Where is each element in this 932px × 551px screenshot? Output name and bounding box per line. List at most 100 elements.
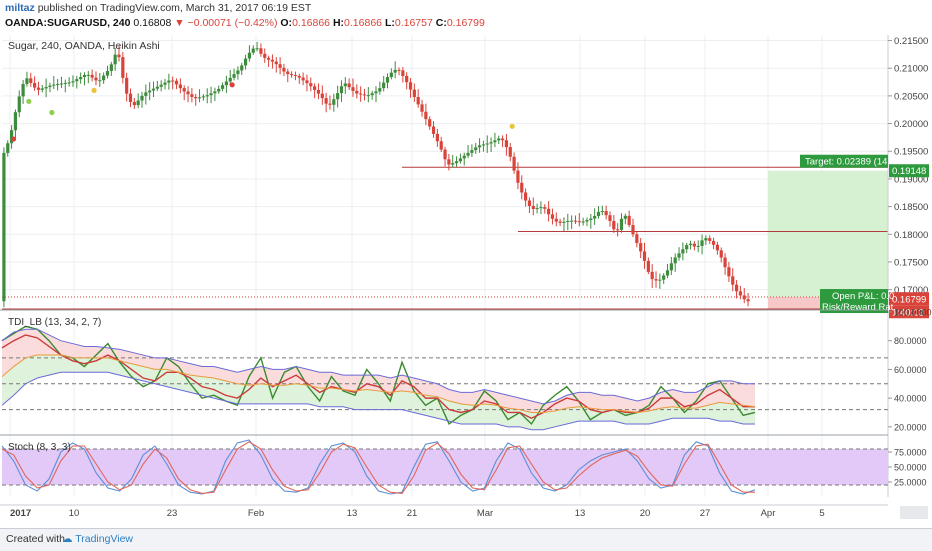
tradingview-logo[interactable]: ☁ TradingView — [62, 533, 134, 545]
candle-body — [470, 150, 474, 153]
candle-body — [646, 260, 650, 272]
candle-body — [570, 220, 574, 222]
candle-body — [305, 80, 309, 84]
open-pnl-label: Open P&L: 0.0 — [832, 291, 894, 302]
created-with-label: Created with — [6, 533, 65, 545]
candle-body — [240, 65, 244, 71]
signal-dot — [10, 136, 17, 142]
main-chart-title: Sugar, 240, OANDA, Heikin Ashi — [8, 40, 160, 52]
tdi-rsi-line — [1, 325, 756, 426]
candle-body — [731, 276, 735, 285]
candle-body — [623, 215, 627, 219]
candle-body — [332, 99, 336, 105]
price-tick-label: 0.21500 — [894, 36, 928, 47]
target-price-badge: 0.19148 — [892, 166, 926, 177]
candle-body — [366, 95, 370, 97]
candle-body — [13, 112, 18, 131]
candle-body — [347, 83, 351, 88]
stoch-title: Stoch (8, 3, 3) — [8, 442, 71, 453]
candle-body — [374, 91, 378, 94]
candle-body — [397, 69, 401, 71]
candle-body — [136, 100, 140, 106]
candle-body — [408, 82, 413, 90]
candle-body — [201, 96, 205, 98]
price-tick-label: 0.20000 — [894, 119, 928, 130]
chart-canvas[interactable]: Sugar, 240, OANDA, Heikin Ashi 0.21500 0.2… — [0, 31, 932, 526]
candle-body — [270, 59, 275, 62]
candle-body — [359, 93, 363, 95]
candle-body — [259, 48, 263, 54]
candle-body — [723, 257, 727, 268]
candle-body — [128, 93, 133, 102]
candle-body — [558, 221, 562, 223]
last-price: 0.16808 — [133, 17, 172, 29]
open-label: O: — [280, 17, 293, 29]
pnl-label-bg — [820, 289, 888, 314]
tdi-tick-label: 40.0000 — [894, 394, 927, 404]
candle-body — [351, 87, 355, 91]
tdi-upper-band — [1, 328, 755, 405]
candle-body — [263, 53, 267, 58]
candle-body — [412, 89, 416, 97]
candle-body — [531, 206, 535, 209]
candle-body — [378, 88, 382, 92]
candle-body — [355, 90, 359, 94]
candle-body — [489, 142, 493, 144]
candles-group — [2, 41, 750, 308]
target-price-badge-bg — [889, 164, 929, 178]
footer-bar: Created with ☁ TradingView — [0, 528, 932, 551]
candle-body — [121, 57, 125, 78]
author-link[interactable]: miltaz — [5, 2, 35, 14]
candle-body — [520, 182, 524, 193]
candle-body — [9, 130, 14, 144]
candle-body — [428, 119, 432, 127]
candle-body — [742, 295, 746, 300]
time-tick-label: 13 — [347, 508, 358, 519]
signal-dot — [509, 123, 515, 129]
time-tick-label: 2017 — [10, 508, 31, 519]
candle-body — [608, 215, 612, 221]
candle-body — [612, 220, 616, 230]
candle-body — [497, 138, 501, 141]
candle-body — [109, 64, 113, 71]
candle-body — [190, 94, 194, 97]
candle-body — [493, 140, 497, 143]
candle-body — [481, 144, 486, 146]
candle-body — [562, 221, 566, 223]
candle-body — [52, 84, 56, 86]
candle-body — [454, 161, 459, 164]
candle-body — [75, 79, 79, 82]
candle-body — [186, 91, 190, 95]
candle-body — [719, 250, 723, 258]
candle-body — [79, 77, 83, 80]
candle-body — [339, 86, 344, 94]
candle-body — [596, 211, 601, 217]
candle-body — [443, 149, 447, 160]
candle-body — [593, 216, 597, 219]
candle-body — [604, 211, 608, 216]
candle-body — [90, 74, 94, 78]
candle-body — [21, 83, 25, 97]
candle-body — [535, 208, 539, 210]
current-price-badge: 0.16799 — [892, 294, 926, 305]
candle-body — [255, 48, 259, 50]
candle-body — [619, 218, 624, 230]
time-tick-label: Feb — [248, 508, 264, 519]
candle-body — [527, 200, 532, 207]
target-label: Target: 0.02389 (14 — [805, 157, 887, 168]
candle-body — [665, 270, 670, 276]
candle-body — [174, 80, 179, 85]
candle-body — [524, 192, 528, 201]
candle-body — [627, 215, 631, 226]
candle-body — [205, 95, 209, 97]
candle-body — [282, 67, 286, 72]
candle-body — [2, 152, 6, 302]
candle-body — [67, 82, 71, 84]
candle-body — [439, 141, 443, 150]
stoch-tick-label: 50.0000 — [894, 463, 927, 473]
close-label: C: — [435, 17, 447, 29]
candle-body — [82, 74, 87, 78]
candle-body — [370, 93, 374, 96]
candle-body — [59, 83, 64, 85]
time-tick-label: 23 — [167, 508, 178, 519]
